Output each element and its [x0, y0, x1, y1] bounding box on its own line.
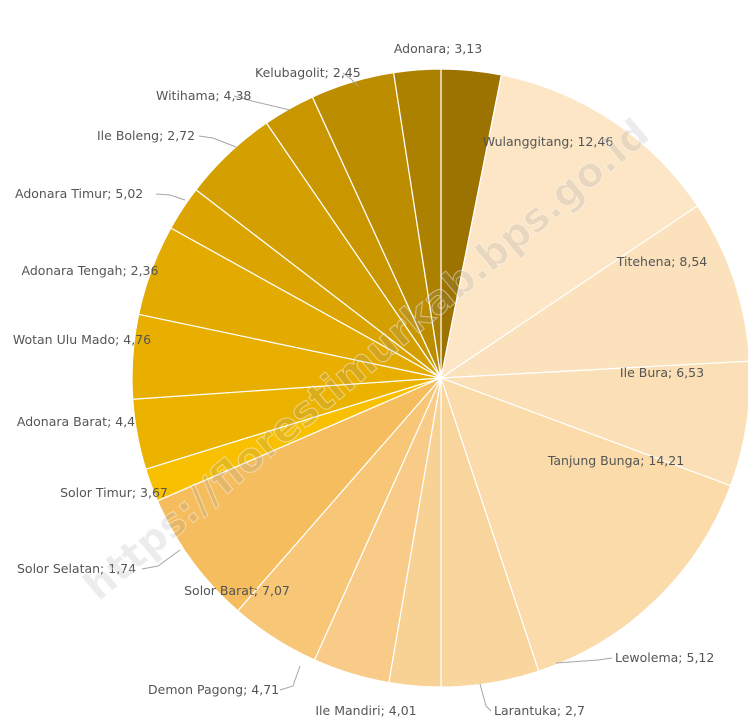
pie-slice-ile-bura — [440, 360, 748, 487]
data-label-adonara: Adonara; 3,13 — [394, 41, 482, 56]
leader-line — [342, 72, 359, 87]
leader-line — [141, 549, 181, 570]
data-label-adonara-tengah: Adonara Tengah; 2,36 — [22, 263, 159, 278]
data-label-titehena: Titehena; 8,54 — [616, 254, 708, 269]
pie-slice-tanjung-bunga — [440, 377, 732, 672]
data-label-ile-boleng: Ile Boleng; 2,72 — [97, 128, 195, 143]
data-label-solor-selatan: Solor Selatan; 1,74 — [17, 561, 136, 576]
data-label-larantuka: Larantuka; 2,7 — [494, 703, 585, 718]
data-label-adonara-timur: Adonara Timur; 5,02 — [15, 186, 143, 201]
data-label-solor-timur: Solor Timur; 3,67 — [60, 485, 168, 500]
pie-slice-solor-barat — [156, 377, 442, 612]
data-label-tanjung-bunga: Tanjung Bunga; 14,21 — [547, 453, 684, 468]
data-label-adonara-barat: Adonara Barat; 4,4 — [17, 414, 135, 429]
leader-line — [198, 135, 237, 148]
pie-slice-kelubagolit — [392, 68, 442, 379]
data-label-solor-barat: Solor Barat; 7,07 — [184, 583, 290, 598]
pie-slice-wulanggitang — [440, 74, 699, 380]
leader-line — [279, 665, 301, 691]
leader-line — [155, 193, 186, 201]
slice-labels: Adonara; 3,13 Wulanggitang; 12,46 Titehena… — [13, 41, 714, 718]
leader-line — [479, 683, 492, 712]
data-label-ile-mandiri: Ile Mandiri; 4,01 — [315, 703, 416, 718]
pie-slices — [131, 68, 748, 688]
data-label-kelubagolit: Kelubagolit; 2,45 — [255, 65, 361, 80]
leader-line — [233, 95, 291, 111]
data-label-lewolema: Lewolema; 5,12 — [615, 650, 714, 665]
pie-slice-titehena — [438, 204, 748, 379]
leader-line — [555, 657, 613, 664]
data-label-wulanggitang: Wulanggitang; 12,46 — [483, 134, 614, 149]
data-label-witihama: Witihama; 4,38 — [156, 88, 251, 103]
data-label-wotan-ulu-mado: Wotan Ulu Mado; 4,76 — [13, 332, 151, 347]
data-label-demon-pagong: Demon Pagong; 4,71 — [148, 682, 279, 697]
data-label-ile-bura: Ile Bura; 6,53 — [620, 365, 704, 380]
label-leader-lines — [141, 72, 613, 712]
